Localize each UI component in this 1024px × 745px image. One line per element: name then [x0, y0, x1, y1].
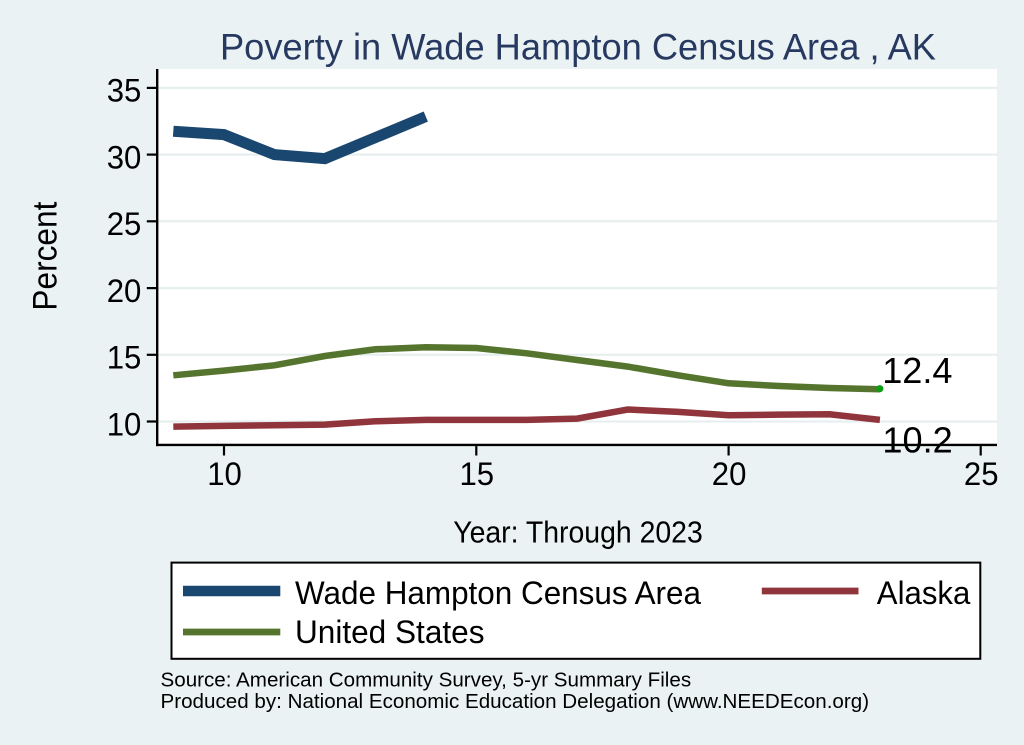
- svg-text:35: 35: [107, 73, 142, 109]
- svg-text:Source: American Community Sur: Source: American Community Survey, 5-yr …: [161, 668, 692, 691]
- svg-text:25: 25: [107, 206, 142, 242]
- svg-text:Year: Through 2023: Year: Through 2023: [453, 516, 703, 549]
- svg-text:Produced by: National Economic: Produced by: National Economic Education…: [161, 690, 870, 713]
- svg-text:Wade Hampton Census Area: Wade Hampton Census Area: [295, 575, 701, 611]
- svg-text:15: 15: [107, 340, 142, 376]
- svg-text:Alaska: Alaska: [877, 575, 971, 611]
- svg-text:10: 10: [107, 406, 142, 442]
- svg-text:25: 25: [964, 456, 999, 492]
- svg-text:15: 15: [460, 456, 495, 492]
- svg-text:12.4: 12.4: [882, 350, 952, 391]
- svg-text:30: 30: [107, 139, 142, 175]
- svg-text:United States: United States: [295, 614, 485, 650]
- svg-text:20: 20: [712, 456, 747, 492]
- svg-text:20: 20: [107, 273, 142, 309]
- svg-text:Poverty in Wade Hampton Census: Poverty in Wade Hampton Census Area , AK: [220, 25, 936, 67]
- svg-text:Percent: Percent: [27, 201, 65, 310]
- svg-text:10.2: 10.2: [882, 420, 952, 461]
- svg-text:10: 10: [207, 456, 242, 492]
